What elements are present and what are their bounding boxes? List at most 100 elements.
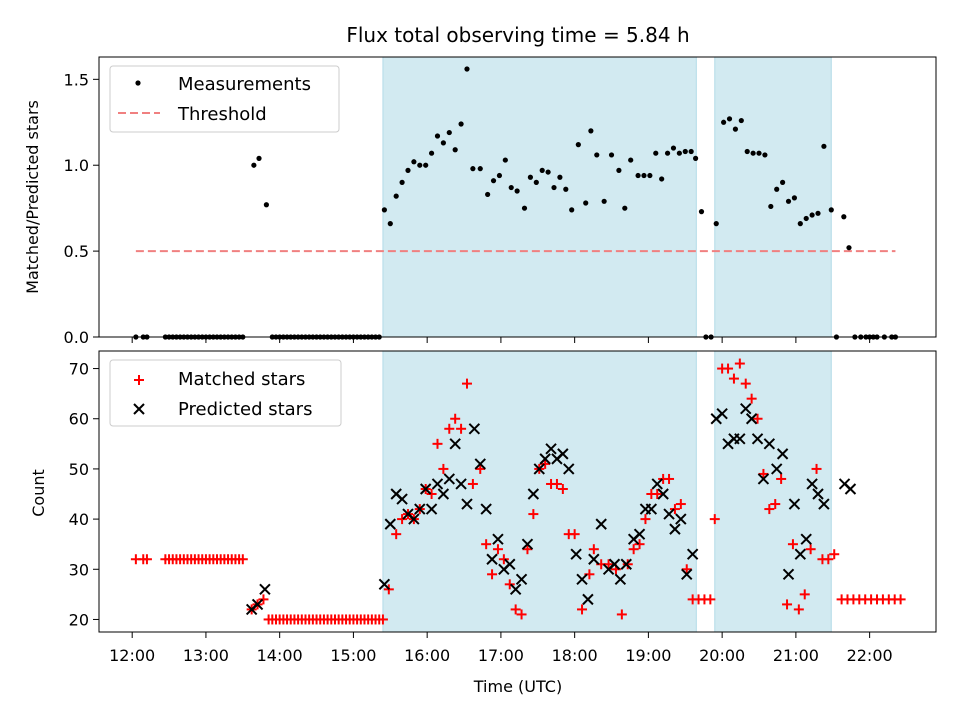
predicted-point-30 — [539, 453, 551, 465]
measurement-point-100 — [641, 172, 647, 179]
matched-point-108 — [675, 499, 686, 510]
predicted-points — [245, 402, 857, 616]
measurement-point-118 — [744, 148, 750, 155]
predicted-point-b — [419, 483, 432, 495]
predicted-point-b — [663, 508, 675, 520]
predicted-point-4 — [384, 518, 396, 530]
measurement-point-120 — [756, 150, 762, 156]
predicted-point-b — [794, 548, 807, 560]
predicted-point-b — [686, 548, 699, 560]
matched-point-107 — [669, 504, 680, 515]
bottom-xtick-label-1: 13:00 — [183, 646, 229, 665]
predicted-point-b — [782, 568, 795, 581]
measurement-point-103 — [659, 176, 665, 182]
predicted-point-33 — [557, 448, 569, 460]
predicted-point-29 — [533, 463, 545, 475]
predicted-point-36 — [576, 573, 588, 586]
predicted-point-b — [620, 558, 632, 570]
measurement-point-113 — [713, 221, 719, 227]
measurement-point-75 — [485, 191, 491, 198]
matched-point-124 — [770, 499, 781, 510]
predicted-point-b — [533, 463, 545, 475]
predicted-point-b — [838, 478, 851, 490]
matched-point-74 — [467, 478, 478, 489]
predicted-point-b — [474, 458, 486, 470]
predicted-point-42 — [614, 573, 627, 586]
predicted-point-b — [812, 488, 824, 500]
top-ytick-label-2: 1.0 — [64, 156, 89, 175]
measurement-point-27 — [263, 202, 269, 208]
predicted-point-b — [716, 408, 728, 420]
bottom-xtick-label-0: 12:00 — [109, 646, 155, 665]
bottom-legend: Matched stars Predicted stars — [109, 359, 342, 427]
top-ytick-label-1: 0.5 — [64, 242, 89, 261]
predicted-point-b — [396, 493, 408, 505]
measurement-point-73 — [470, 166, 476, 172]
top-axes-frame — [98, 56, 937, 338]
predicted-point-20 — [480, 503, 492, 515]
measurement-point-58 — [381, 207, 387, 213]
matched-point-78 — [492, 544, 503, 555]
predicted-point-b — [800, 533, 812, 545]
predicted-point-71 — [806, 478, 818, 490]
bottom-xtick-label-3: 15:00 — [330, 646, 376, 665]
predicted-point-59 — [734, 433, 746, 445]
measurement-point-104 — [664, 150, 671, 156]
predicted-point-b — [633, 528, 646, 540]
predicted-point-1 — [251, 598, 264, 611]
predicted-point-25 — [509, 583, 522, 596]
measurement-point-98 — [628, 157, 634, 163]
predicted-point-b — [539, 453, 551, 465]
measurement-point-67 — [434, 133, 441, 139]
matched-point-128 — [793, 604, 804, 615]
predicted-point-9 — [414, 503, 426, 515]
matched-point-109 — [681, 564, 692, 575]
matched-point-117 — [728, 373, 739, 384]
predicted-point-b — [557, 448, 569, 460]
count-panel: 20 30 40 50 60 70 12:00 13:00 14:00 15:00 16:00 17… — [29, 350, 937, 696]
predicted-point-47 — [645, 503, 658, 515]
measurement-point-65 — [423, 162, 429, 168]
matched-points — [130, 358, 906, 625]
measurement-point-110 — [698, 209, 705, 215]
matched-point-72 — [456, 423, 467, 434]
matched-point-84 — [528, 509, 539, 520]
matched-point-122 — [758, 468, 769, 479]
top-ytick-label-3: 1.5 — [64, 70, 89, 89]
measurement-point-119 — [750, 150, 756, 156]
predicted-point-b — [751, 433, 764, 445]
bottom-xtick-label-10: 22:00 — [847, 646, 893, 665]
measurement-point-114 — [721, 119, 727, 125]
predicted-point-b — [771, 463, 783, 475]
predicted-point-b — [651, 478, 663, 490]
matched-point-59 — [377, 614, 388, 625]
predicted-point-b — [844, 483, 857, 495]
predicted-point-b — [608, 558, 621, 570]
matched-point-102 — [640, 514, 651, 525]
measurement-point-105 — [670, 145, 677, 151]
predicted-point-b — [545, 443, 557, 455]
measurement-point-92 — [588, 128, 594, 134]
matched-point-104 — [652, 489, 663, 500]
measurement-point-132 — [828, 207, 834, 213]
bottom-xtick-label-2: 14:00 — [257, 646, 303, 665]
x-axis-label: Time (UTC) — [473, 677, 562, 696]
measurement-point-87 — [557, 174, 563, 180]
matched-point-76 — [481, 539, 492, 550]
predicted-point-72 — [812, 488, 824, 500]
predicted-point-19 — [474, 458, 486, 470]
predicted-point-68 — [788, 498, 801, 510]
bottom-shaded-intervals — [382, 350, 832, 633]
legend-measurement-marker — [135, 80, 141, 86]
top-ytick-label-0: 0.0 — [64, 328, 89, 347]
measurement-point-125 — [785, 198, 792, 204]
predicted-point-67 — [782, 568, 795, 581]
measurement-point-108 — [688, 148, 694, 155]
measurement-point-93 — [594, 152, 600, 158]
predicted-point-b — [461, 498, 473, 510]
predicted-point-b — [669, 523, 681, 535]
predicted-point-b — [437, 488, 450, 500]
bottom-ytick-label-5: 70 — [69, 360, 89, 379]
bottom-y-ticks: 20 30 40 50 60 70 — [69, 360, 99, 629]
matched-point-81 — [510, 604, 521, 615]
